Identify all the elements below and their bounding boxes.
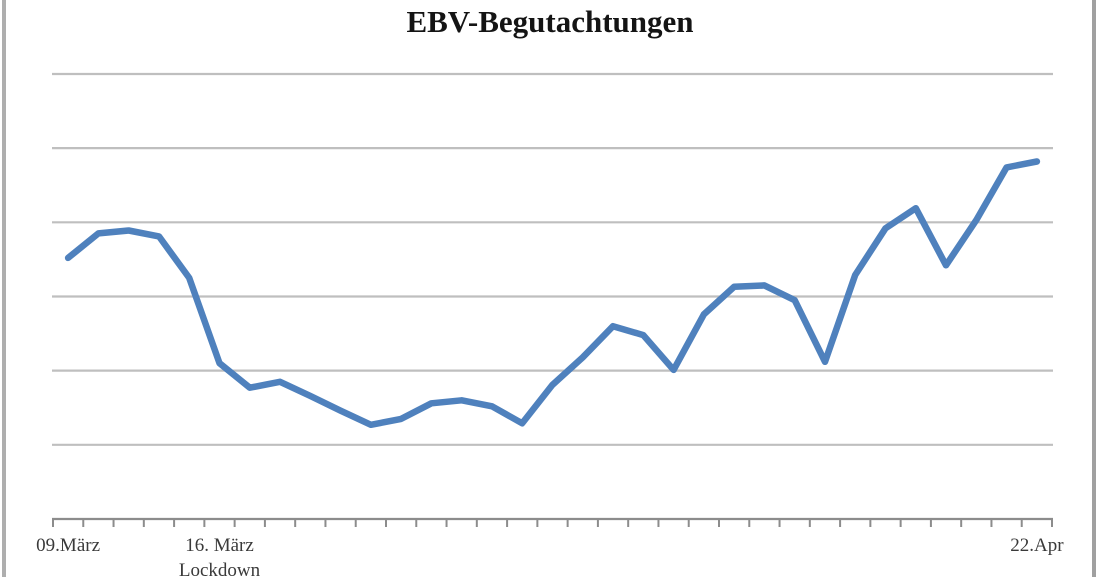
x-axis-label: 09.März <box>36 533 100 558</box>
x-axis-label-text: 22.Apr <box>1010 535 1064 556</box>
left-frame-border <box>2 0 6 577</box>
chart-title: EBV-Begutachtungen <box>406 4 694 39</box>
lockdown-annotation: Lockdown <box>178 560 261 577</box>
x-axis-label-text: 16. März <box>185 535 254 556</box>
x-axis-label: 22.Apr <box>1010 533 1063 558</box>
right-frame-border <box>1092 0 1096 577</box>
data-series-line <box>64 158 1041 429</box>
x-axis-label-text: 09.März <box>36 535 101 556</box>
x-axis-label: 16. März Lockdown <box>179 533 260 577</box>
